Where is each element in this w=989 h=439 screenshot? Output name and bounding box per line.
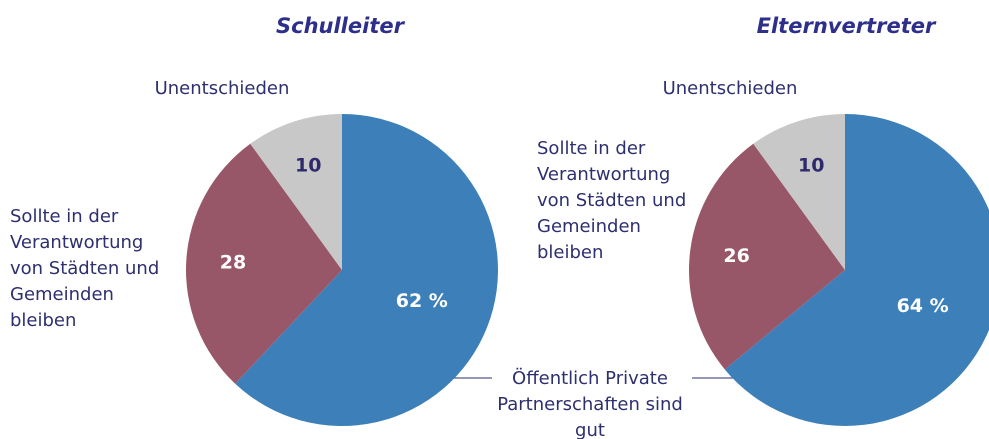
- category-label: Unentschieden: [154, 78, 290, 99]
- pie-slice: [250, 114, 342, 270]
- category-label: Sollte in der Verantwortung von Städten …: [537, 138, 687, 263]
- chart-title: Elternvertreter: [756, 14, 936, 38]
- data-label: 64 %: [897, 295, 949, 317]
- pie-slice: [235, 114, 498, 426]
- pie-slice: [753, 114, 845, 270]
- data-label: 26: [723, 245, 749, 267]
- data-label: 28: [220, 252, 246, 274]
- category-label: Unentschieden: [662, 78, 798, 99]
- pie-slice: [689, 143, 845, 370]
- data-label: 62 %: [396, 290, 448, 312]
- shared-label: Öffentlich Private Partnerschaften sind …: [497, 368, 683, 439]
- data-label: 10: [798, 155, 824, 177]
- chart-title: Schulleiter: [276, 14, 404, 38]
- data-label: 10: [295, 155, 321, 177]
- category-label: Sollte in der Verantwortung von Städten …: [10, 206, 160, 331]
- pie-slice: [724, 114, 989, 426]
- pie-slice: [185, 143, 342, 384]
